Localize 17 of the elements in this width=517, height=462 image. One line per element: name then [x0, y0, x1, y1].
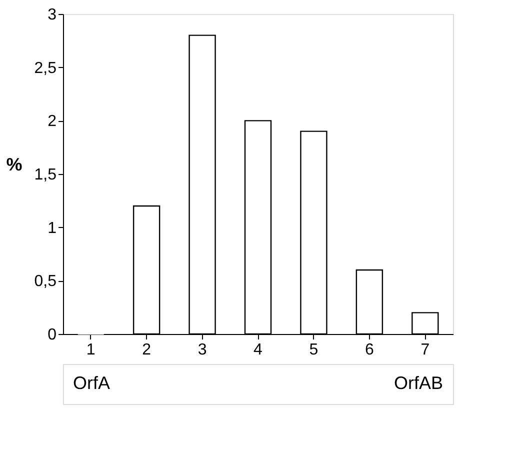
y-axis-title: % — [6, 154, 22, 174]
x-tick-label: 2 — [142, 342, 152, 358]
text: OrfA — [73, 373, 110, 393]
y-tick-label: 1 — [48, 220, 57, 237]
x-tick-label: 1 — [86, 342, 96, 358]
x-tick-label: 7 — [420, 342, 430, 358]
x-tick-label: 4 — [254, 342, 263, 358]
x-tick-label: 5 — [309, 342, 318, 358]
y-tick-label: 3 — [48, 6, 57, 24]
y-tick-label: 2 — [48, 113, 57, 130]
y-tick-label: 0 — [48, 326, 57, 344]
y-tick-label: 2,5 — [34, 60, 57, 77]
x-tick-label: 6 — [364, 342, 374, 358]
y-tick-label: 0,5 — [34, 273, 57, 290]
y-tick-label: 1,5 — [34, 166, 57, 184]
text: OrfAB — [394, 373, 443, 393]
x-tick-label: 3 — [198, 342, 207, 358]
